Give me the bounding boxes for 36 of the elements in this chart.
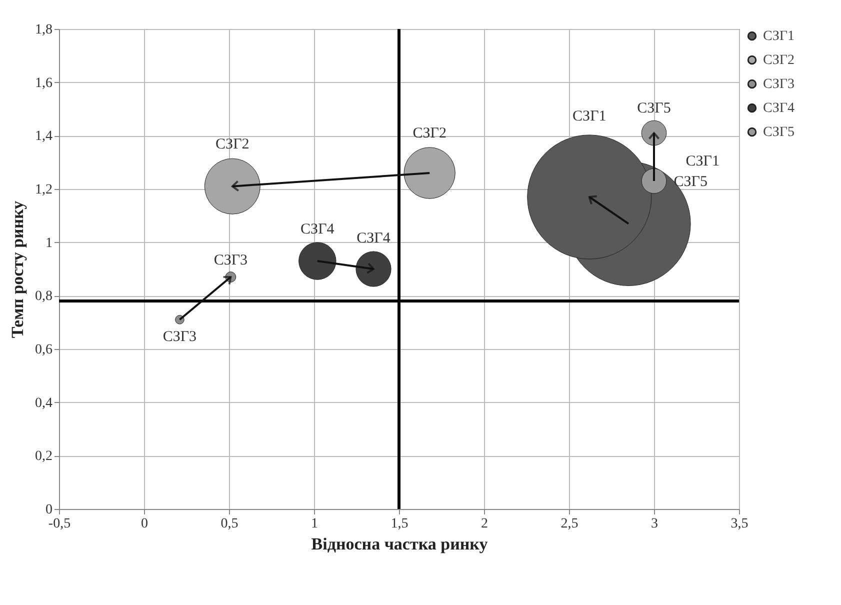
legend-label: СЗГ5 xyxy=(763,125,794,140)
y-tick-label: 0,6 xyxy=(35,342,52,358)
y-axis-title: Темп росту ринку xyxy=(8,200,27,338)
legend-label: СЗГ1 xyxy=(763,29,794,44)
y-tick-label: 0,8 xyxy=(35,289,52,304)
y-tick-label: 1,2 xyxy=(35,182,52,198)
legend-label: СЗГ3 xyxy=(763,77,794,92)
text: СЗГ1 xyxy=(572,108,606,124)
y-tick-label: 0 xyxy=(46,502,52,518)
x-tick-label: -0,5 xyxy=(48,516,71,532)
x-tick-label: 1 xyxy=(311,516,318,532)
legend-label: СЗГ4 xyxy=(763,101,794,116)
x-tick-label: 1,5 xyxy=(390,516,408,532)
text: СЗГ4 xyxy=(300,222,334,238)
y-tick-label: 1 xyxy=(46,236,52,251)
x-tick-label: 3,5 xyxy=(730,516,748,532)
legend-label: СЗГ2 xyxy=(763,53,794,68)
x-tick-label: 0,5 xyxy=(220,516,238,532)
x-tick-label: 0 xyxy=(141,516,148,532)
text: СЗГ3 xyxy=(162,329,197,346)
text: СЗГ5 xyxy=(674,174,708,190)
x-tick-label: 3 xyxy=(651,516,658,532)
text: СЗГ2 xyxy=(216,136,250,153)
y-tick-label: 1,4 xyxy=(35,129,52,144)
x-tick-label: 2 xyxy=(481,516,488,532)
text: СЗГ1 xyxy=(686,154,720,170)
x-axis-title: Відносна частка ринку xyxy=(311,534,488,554)
y-tick-label: 0,4 xyxy=(35,396,52,411)
y-tick-label: 1,6 xyxy=(35,76,52,91)
x-tick-label: 2,5 xyxy=(560,516,578,532)
y-tick-label: 1,8 xyxy=(35,22,52,38)
y-tick-label: 0,2 xyxy=(35,449,52,464)
text: СЗГ3 xyxy=(214,252,248,269)
text: СЗГ4 xyxy=(356,230,390,247)
text: СЗГ2 xyxy=(412,126,446,142)
text: СЗГ5 xyxy=(637,100,671,116)
